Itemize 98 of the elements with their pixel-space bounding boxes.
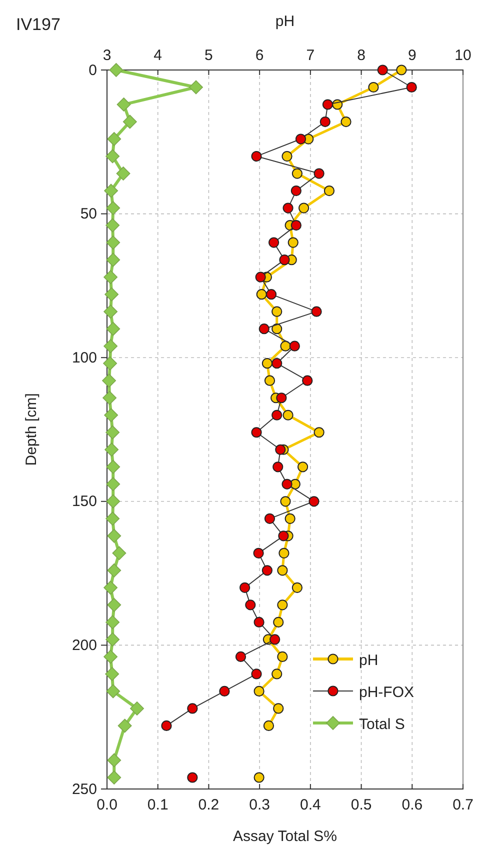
point xyxy=(264,513,276,524)
x2-tick-label: 6 xyxy=(255,47,264,64)
point xyxy=(282,478,292,490)
point xyxy=(314,427,324,438)
x2-tick-label: 5 xyxy=(204,47,213,64)
point xyxy=(161,720,172,732)
point xyxy=(396,64,407,76)
point xyxy=(273,703,284,714)
x-tick-label: 0.6 xyxy=(402,796,423,814)
x-tick-label: 0.2 xyxy=(198,796,220,814)
point xyxy=(406,82,417,93)
y-tick-label: 50 xyxy=(80,206,97,223)
point xyxy=(245,600,256,610)
point xyxy=(219,686,230,697)
point xyxy=(272,358,282,369)
point xyxy=(278,530,289,542)
x-tick-label: 0.0 xyxy=(96,796,118,814)
x2-tick-label: 9 xyxy=(408,47,416,64)
point xyxy=(290,185,302,196)
point xyxy=(251,427,262,438)
point xyxy=(272,462,284,472)
point xyxy=(298,202,310,214)
point xyxy=(311,306,322,317)
point xyxy=(256,289,267,300)
x2-axis-title: pH xyxy=(275,13,295,30)
point xyxy=(282,410,294,420)
point xyxy=(251,668,262,680)
point xyxy=(377,64,388,76)
chart-title: IV197 xyxy=(16,15,60,34)
y-tick-label: 200 xyxy=(72,637,97,654)
point xyxy=(302,375,313,386)
point xyxy=(322,99,334,110)
y-tick-label: 150 xyxy=(72,493,97,510)
point xyxy=(272,668,282,680)
point xyxy=(272,324,282,334)
point xyxy=(254,616,264,628)
point xyxy=(278,548,290,558)
point xyxy=(289,340,300,352)
point xyxy=(282,150,292,162)
point xyxy=(277,600,288,610)
x2-tick-label: 10 xyxy=(454,47,472,64)
point xyxy=(255,272,266,282)
x-tick-label: 0.5 xyxy=(350,796,372,814)
y-axis-title: Depth [cm] xyxy=(23,393,40,466)
point xyxy=(276,392,287,404)
point xyxy=(277,651,288,662)
point xyxy=(340,116,352,128)
point xyxy=(254,686,264,697)
point xyxy=(295,134,306,144)
point xyxy=(320,116,330,128)
point xyxy=(187,703,198,714)
point xyxy=(254,772,264,783)
point xyxy=(268,237,280,248)
x2-tick-label: 4 xyxy=(154,47,162,64)
point xyxy=(290,220,302,231)
legend-label: pH xyxy=(359,652,378,669)
point xyxy=(368,82,379,93)
x2-tick-label: 7 xyxy=(306,47,315,64)
point xyxy=(258,324,270,334)
point xyxy=(263,720,274,732)
point xyxy=(262,358,272,369)
point xyxy=(240,582,250,593)
y-tick-label: 100 xyxy=(72,349,97,366)
x-axis-title: Assay Total S% xyxy=(233,828,337,845)
point xyxy=(284,513,296,524)
x-tick-label: 0.3 xyxy=(249,796,270,814)
point xyxy=(308,496,320,507)
y-tick-label: 250 xyxy=(72,780,97,798)
x2-tick-label: 8 xyxy=(357,47,366,64)
legend-label: Total S xyxy=(359,716,405,733)
point xyxy=(273,616,284,628)
x-tick-label: 0.4 xyxy=(300,796,321,814)
point xyxy=(292,582,303,593)
y-tick-label: 0 xyxy=(88,62,97,79)
point xyxy=(253,548,264,558)
point xyxy=(324,185,335,196)
point xyxy=(270,634,280,645)
point xyxy=(262,565,272,576)
x2-tick-label: 3 xyxy=(102,47,112,64)
point xyxy=(272,306,282,317)
point xyxy=(279,254,290,266)
point xyxy=(277,565,288,576)
point xyxy=(187,772,198,783)
point xyxy=(266,289,277,300)
point xyxy=(282,202,294,214)
point xyxy=(272,410,282,420)
legend-label: pH-FOX xyxy=(359,684,414,701)
point xyxy=(275,444,286,455)
point xyxy=(251,150,262,162)
x-tick-label: 0.7 xyxy=(452,796,474,814)
x-tick-label: 0.1 xyxy=(147,796,168,814)
point xyxy=(298,462,308,472)
point xyxy=(235,651,246,662)
point xyxy=(288,237,298,248)
point xyxy=(314,168,324,179)
point xyxy=(280,496,291,507)
point xyxy=(292,168,303,179)
point xyxy=(264,375,276,386)
